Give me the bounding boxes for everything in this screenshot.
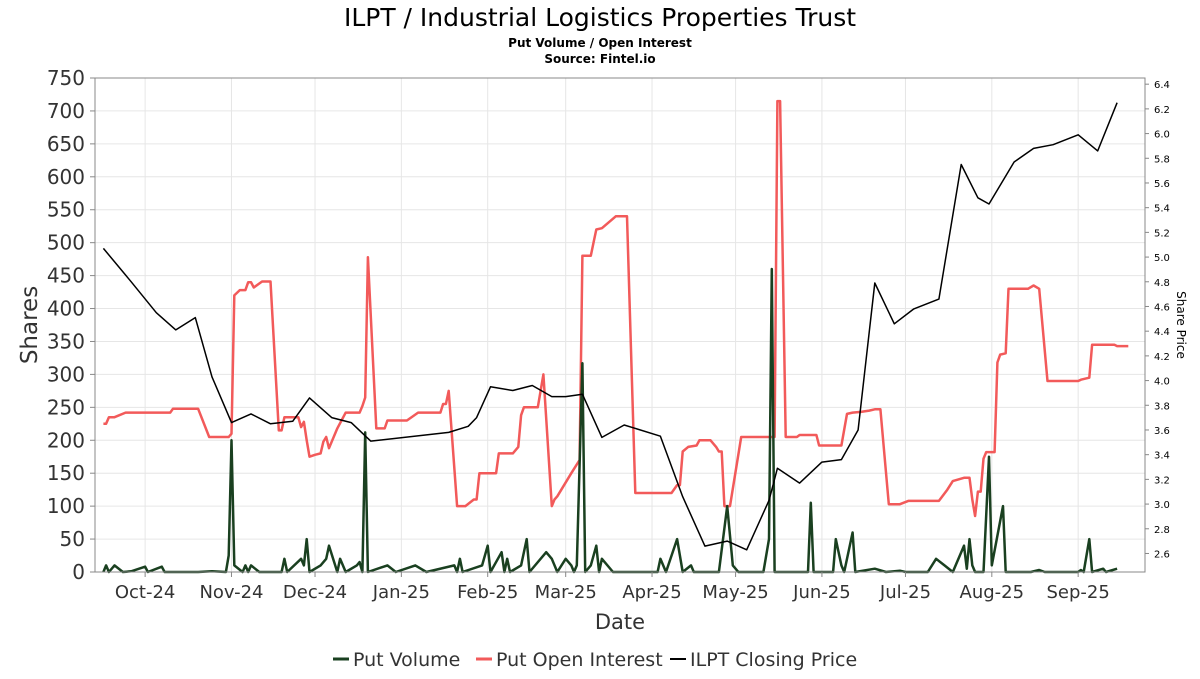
chart-subtitle: Put Volume / Open Interest [508, 36, 692, 50]
y2-tick-label: 2.8 [1154, 525, 1170, 536]
y2-tick-label: 4.0 [1154, 377, 1170, 388]
y2-tick-label: 3.8 [1154, 401, 1170, 412]
y-tick-label: 400 [47, 297, 85, 321]
series-line-ilpt-closing-price [102, 102, 1118, 551]
y2-tick-label: 3.6 [1154, 426, 1170, 437]
chart-source: Source: Fintel.io [544, 52, 655, 66]
y2-tick-label: 4.8 [1154, 278, 1170, 289]
y2-tick-label: 5.0 [1154, 253, 1170, 264]
x-tick-label: Mar-25 [535, 582, 597, 603]
y2-tick-label: 4.2 [1154, 352, 1170, 363]
y2-tick-label: 4.6 [1154, 302, 1170, 313]
y-tick-label: 100 [47, 494, 85, 518]
y2-tick-label: 3.0 [1154, 500, 1170, 511]
y-tick-label: 150 [47, 461, 85, 485]
x-tick-label: Jan-25 [372, 582, 430, 603]
legend-label: Put Open Interest [496, 649, 663, 671]
y-tick-label: 650 [47, 132, 85, 156]
grid-lines [95, 77, 1145, 573]
y2-tick-label: 6.0 [1154, 130, 1170, 141]
x-tick-label: Aug-25 [960, 582, 1025, 603]
y-tick-label: 750 [47, 66, 85, 90]
y-axis-left: 0 50 100 150 200 250 300 350 400 450 500 550 600 650 7… [47, 66, 95, 584]
y-tick-label: 600 [47, 165, 85, 189]
y2-tick-label: 5.4 [1154, 204, 1170, 215]
legend: Put Volume Put Open Interest ILPT Closing … [333, 649, 857, 671]
y-tick-label: 500 [47, 231, 85, 255]
plot-frame [94, 77, 1146, 573]
y2-tick-label: 6.4 [1154, 80, 1170, 91]
y-tick-label: 350 [47, 329, 85, 353]
chart-title: ILPT / Industrial Logistics Properties T… [344, 3, 856, 32]
x-tick-label: Jul-25 [879, 582, 931, 603]
y-tick-label: 200 [47, 428, 85, 452]
y-tick-label: 0 [72, 560, 85, 584]
y2-tick-label: 6.2 [1154, 105, 1170, 116]
y-tick-label: 450 [47, 264, 85, 288]
x-tick-label: Jun-25 [792, 582, 851, 603]
y2-tick-label: 2.6 [1154, 549, 1170, 560]
x-tick-label: Nov-24 [199, 582, 263, 603]
x-axis-title: Date [595, 610, 645, 634]
y2-tick-label: 3.2 [1154, 475, 1170, 486]
x-tick-label: May-25 [702, 582, 768, 603]
y-axis-right: 2.6 2.8 3.0 3.2 3.4 3.6 3.8 4.0 4.2 4.4 4.6 4.8 5.0 5… [1145, 80, 1170, 560]
y-tick-label: 250 [47, 395, 85, 419]
x-tick-label: Oct-24 [115, 582, 176, 603]
y-tick-label: 700 [47, 99, 85, 123]
y2-tick-label: 5.8 [1154, 154, 1170, 165]
legend-item-ilpt-closing-price: ILPT Closing Price [670, 649, 857, 671]
y2-axis-title: Share Price [1174, 291, 1188, 359]
y2-tick-label: 3.4 [1154, 451, 1170, 462]
y2-tick-label: 5.2 [1154, 228, 1170, 239]
x-tick-label: Sep-25 [1046, 582, 1109, 603]
y-tick-label: 300 [47, 362, 85, 386]
legend-item-put-volume: Put Volume [333, 649, 460, 671]
legend-label: Put Volume [353, 649, 460, 671]
y2-tick-label: 4.4 [1154, 327, 1170, 338]
series-line-put-open-interest [103, 99, 1129, 518]
x-axis: Oct-24 Nov-24 Dec-24 Jan-25 Feb-25 Mar-25 Apr-… [115, 572, 1110, 603]
y2-tick-label: 5.6 [1154, 179, 1170, 190]
x-tick-label: Dec-24 [283, 582, 347, 603]
y-tick-label: 550 [47, 198, 85, 222]
x-tick-label: Feb-25 [457, 582, 518, 603]
legend-item-put-open-interest: Put Open Interest [476, 649, 663, 671]
x-tick-label: Apr-25 [622, 582, 681, 603]
legend-label: ILPT Closing Price [690, 649, 857, 671]
y-tick-label: 50 [60, 527, 85, 551]
y-axis-title: Shares [17, 286, 43, 364]
